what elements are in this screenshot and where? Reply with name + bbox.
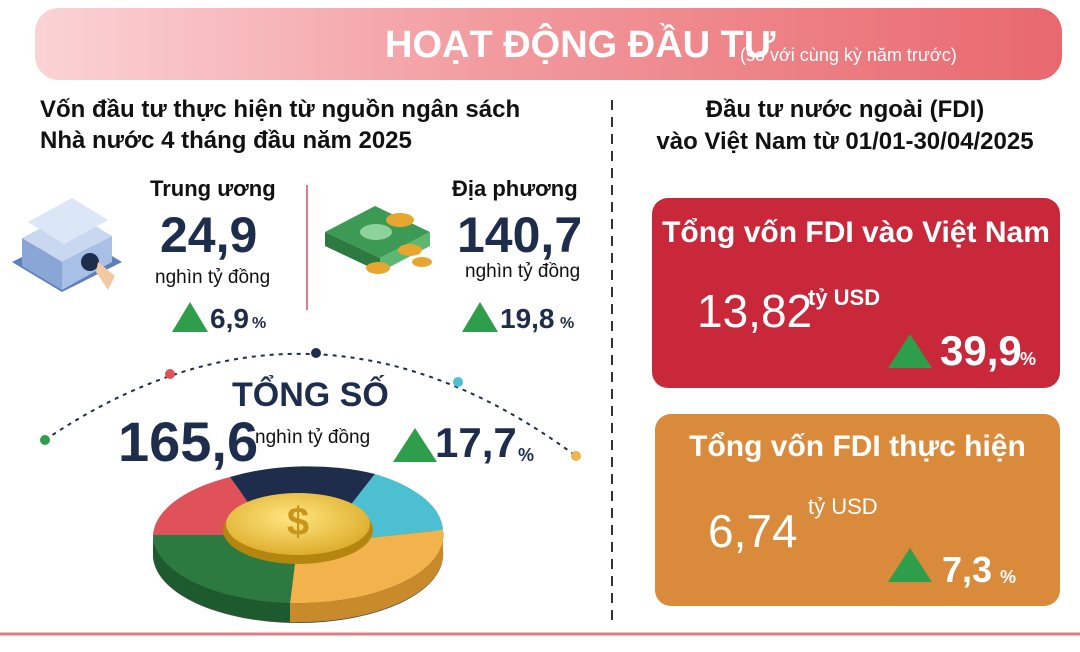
label: Trung ương xyxy=(150,176,276,201)
up-arrow xyxy=(462,302,498,332)
fdi-registered-box xyxy=(652,198,1060,388)
money-icon xyxy=(325,206,432,274)
section-title: Nhà nước 4 tháng đầu năm 2025 xyxy=(40,127,412,154)
arc-dot xyxy=(453,377,463,387)
fdi-value: 13,82 xyxy=(697,285,813,337)
growth-unit: % xyxy=(1020,349,1037,369)
total-unit: nghìn tỷ đồng xyxy=(255,427,371,448)
growth-unit: % xyxy=(1000,567,1017,587)
unit: nghìn tỷ đồng xyxy=(155,267,271,288)
fdi-label: Tổng vốn FDI thực hiện xyxy=(689,430,1026,463)
growth: 6,9 xyxy=(210,303,249,334)
growth: 19,8 xyxy=(500,303,555,334)
arc-dot xyxy=(311,348,321,358)
fdi-growth: 39,9 xyxy=(940,327,1022,374)
growth-unit: % xyxy=(560,315,575,332)
fdi-unit: tỷ USD xyxy=(808,285,881,310)
growth-unit: % xyxy=(252,315,267,332)
arc-dot xyxy=(571,451,581,461)
title: HOẠT ĐỘNG ĐẦU TƯ xyxy=(385,24,776,66)
fdi-value: 6,74 xyxy=(708,505,798,557)
label: Địa phương xyxy=(452,176,578,201)
ring-graphic: $ xyxy=(152,466,444,623)
total-growth: 17,7 xyxy=(435,419,517,466)
up-arrow xyxy=(172,302,208,332)
fdi-label: Tổng vốn FDI vào Việt Nam xyxy=(662,216,1050,249)
fdi-growth: 7,3 xyxy=(942,549,993,590)
up-arrow xyxy=(888,334,932,368)
unit: nghìn tỷ đồng xyxy=(465,261,581,282)
subtitle: (so với cùng kỳ năm trước) xyxy=(740,45,957,65)
up-arrow xyxy=(888,548,932,582)
section-title: Đầu tư nước ngoài (FDI) xyxy=(705,96,985,123)
growth-unit: % xyxy=(518,445,535,465)
total-value: 165,6 xyxy=(118,410,259,473)
fdi-disbursed-box xyxy=(655,414,1060,606)
arc-dot xyxy=(40,435,50,445)
value: 24,9 xyxy=(160,207,258,263)
total-label: TỔNG SỐ xyxy=(232,376,389,414)
section-title: vào Việt Nam từ 01/01-30/04/2025 xyxy=(656,128,1034,155)
arc-dot xyxy=(165,369,175,379)
up-arrow xyxy=(393,428,437,462)
bank-icon xyxy=(12,198,122,292)
header-bar xyxy=(35,8,1062,80)
section-title: Vốn đầu tư thực hiện từ nguồn ngân sách xyxy=(40,96,521,123)
value: 140,7 xyxy=(457,207,583,263)
svg-text:$: $ xyxy=(287,500,309,544)
fdi-unit: tỷ USD xyxy=(808,494,878,519)
